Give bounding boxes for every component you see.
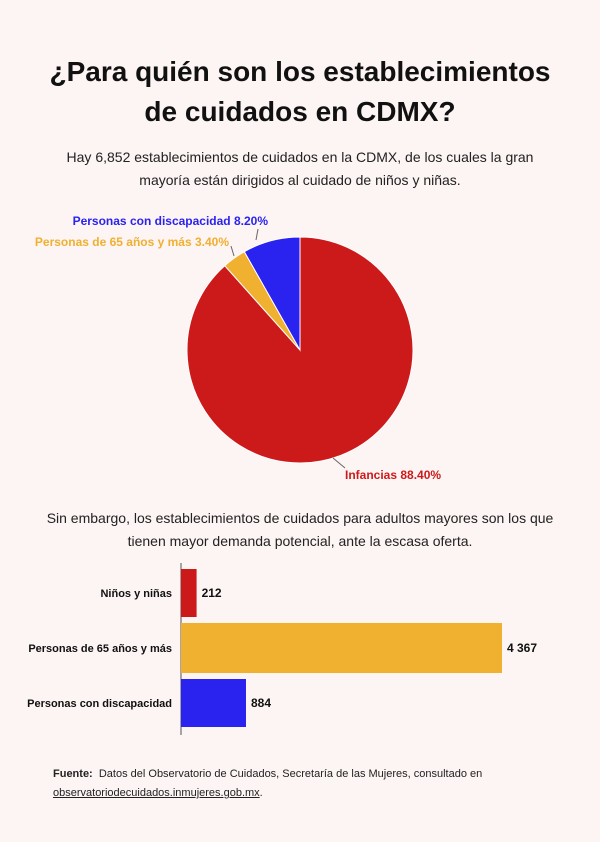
bar — [181, 679, 246, 727]
bar-value-label: 884 — [251, 696, 271, 710]
bar-value-label: 212 — [202, 586, 222, 600]
pie-leader-line — [332, 457, 346, 469]
bar — [181, 569, 197, 617]
bar-value-label: 4 367 — [507, 641, 537, 655]
source-end: . — [259, 787, 263, 799]
bar — [181, 623, 502, 673]
source-label: Fuente: — [53, 768, 93, 780]
bar-category-label: Niños y niñas — [100, 588, 172, 600]
pie-slice-label: Personas de 65 años y más 3.40% — [35, 235, 229, 249]
source-note: Fuente: Datos del Observatorio de Cuidad… — [53, 765, 553, 803]
source-link[interactable]: observatoriodecuidados.inmujeres.gob.mx — [53, 787, 260, 799]
source-text: Datos del Observatorio de Cuidados, Secr… — [98, 768, 483, 780]
pie-slice — [243, 236, 301, 352]
bar-category-label: Personas de 65 años y más — [28, 643, 172, 655]
pie-leader-line — [255, 228, 259, 241]
demand-text: Sin embargo, los establecimientos de cui… — [46, 510, 554, 549]
intro-text: Hay 6,852 establecimientos de cuidados e… — [66, 149, 534, 188]
bar-category-label: Personas con discapacidad — [27, 698, 172, 710]
page-title: ¿Para quién son los establecimientos de … — [49, 56, 551, 127]
pie-slice-label: Personas con discapacidad 8.20% — [73, 214, 269, 228]
pie-slice-label: Infancias 88.40% — [345, 468, 441, 482]
pie-leader-line — [230, 245, 235, 257]
